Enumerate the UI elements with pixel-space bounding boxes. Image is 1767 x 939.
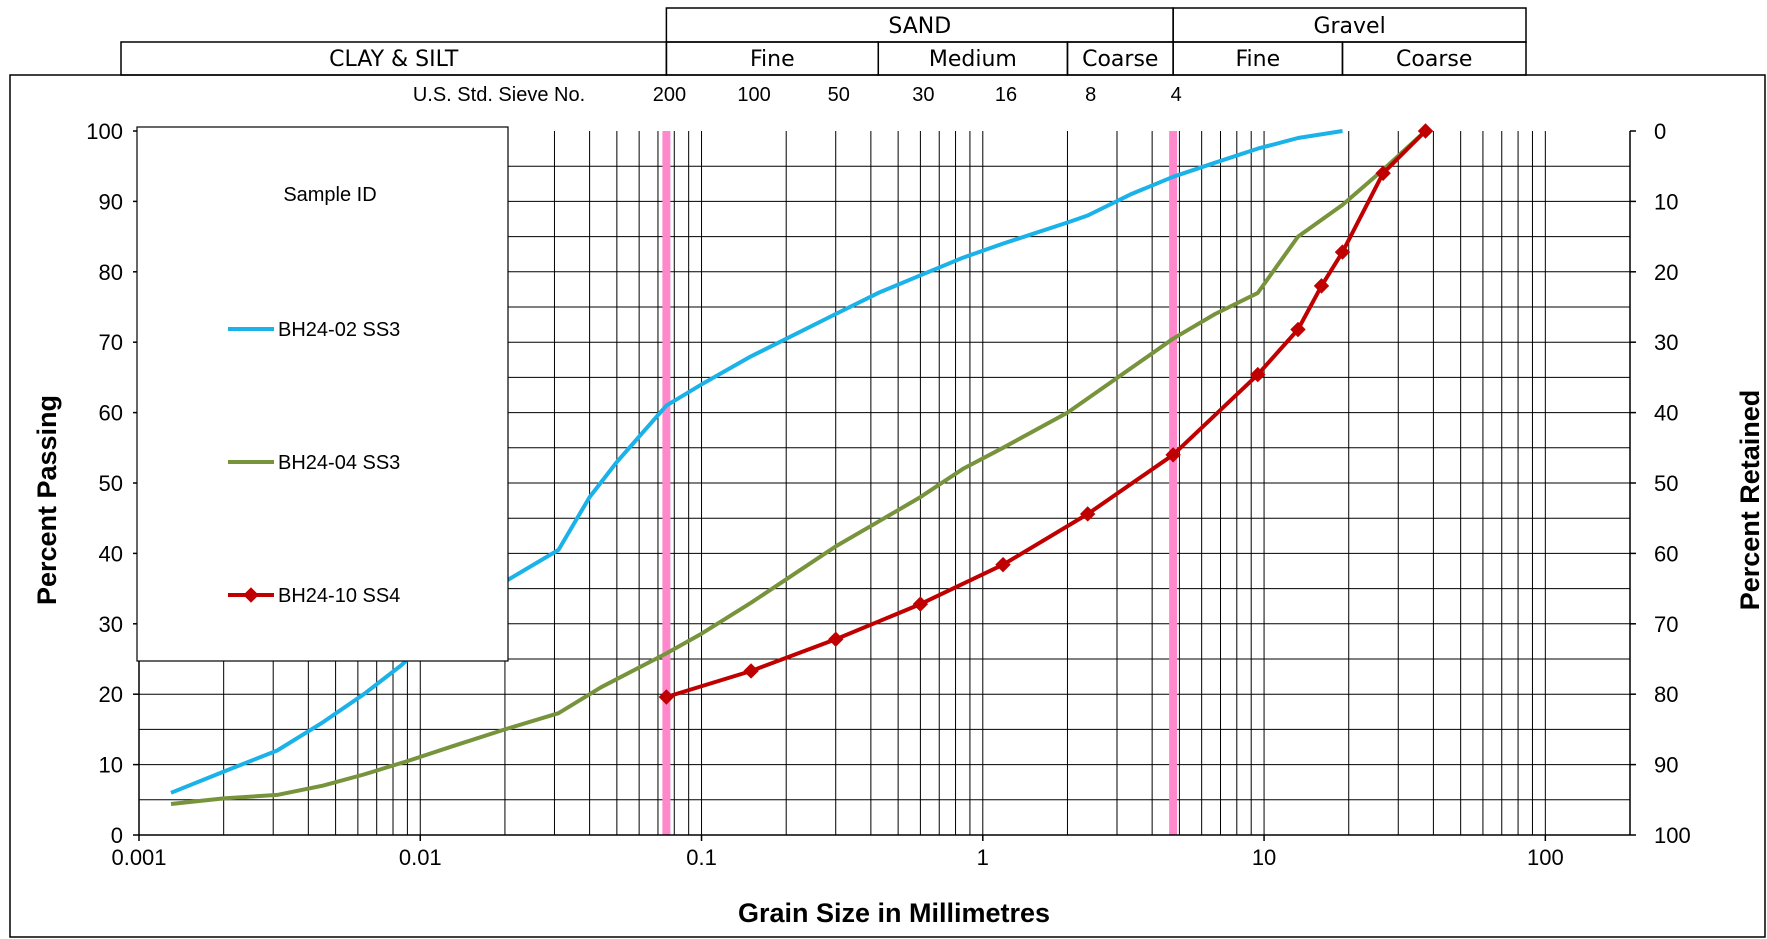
y-tick-label: 60 [99,401,123,426]
header-label-1-5: Coarse [1396,47,1472,72]
series-point [1250,366,1266,383]
sieve-number: 8 [1085,84,1096,106]
header-label-1-2: Medium [929,47,1017,72]
y-tick-label: 20 [99,682,123,707]
series-line-1 [170,129,1343,795]
y2-tick-label: 50 [1654,471,1678,496]
y-tick-label: 10 [99,753,123,778]
y-tick-label: 70 [99,330,123,355]
legend-title: Sample ID [283,184,376,206]
series-point [1375,165,1391,181]
header-label-1-3: Coarse [1082,47,1158,72]
header-label-0-0: SAND [888,14,951,39]
axes: 0102030405060708090100100908070605040302… [86,119,1690,870]
series-point [658,689,675,705]
header-label-1-4: Fine [1235,47,1280,72]
legend-entry-1: BH24-02 SS3 [278,319,400,341]
y2-tick-label: 0 [1654,119,1666,144]
y2-tick-label: 60 [1654,541,1678,566]
series-point [1290,321,1306,338]
x-tick-label: 100 [1527,845,1564,870]
y-tick-label: 40 [99,541,123,566]
sieve-number: 100 [737,84,770,106]
y-tick-label: 0 [111,823,123,848]
header-label-1-1: Fine [750,47,795,72]
sieve-row-label: U.S. Std. Sieve No. [413,84,585,106]
sieve-number: 30 [912,84,934,106]
y-tick-label: 90 [99,189,123,214]
series-point [828,631,844,647]
y2-tick-label: 10 [1654,189,1678,214]
sieve-number-row: U.S. Std. Sieve No. 200 100 50 30 16 8 4 [413,84,1182,106]
series-point [1334,244,1351,260]
y-tick-label: 30 [99,612,123,637]
series-point [1417,123,1434,139]
header-label-1-0: CLAY & SILT [329,47,459,72]
y2-tick-label: 40 [1654,401,1678,426]
legend: Sample ID BH24-02 SS3 BH24-04 SS3 BH24-10 … [136,126,509,662]
x-tick-label: 0.01 [399,845,442,870]
y2-tick-label: 30 [1654,330,1678,355]
series-point [743,663,759,679]
series-line-2 [170,129,1427,806]
header-label-0-1: Gravel [1313,14,1385,39]
sieve-number: 50 [828,84,850,106]
sieve-number: 4 [1171,84,1182,106]
y-axis-title: Percent Passing [32,395,62,605]
sieve-number: 16 [995,84,1017,106]
data-series [170,123,1434,806]
x-tick-label: 0.1 [686,845,717,870]
y-tick-label: 100 [86,119,123,144]
boundary-markers [662,131,1178,835]
y2-tick-label: 20 [1654,260,1678,285]
y2-tick-label: 100 [1654,823,1691,848]
x-axis-title: Grain Size in Millimetres [738,898,1050,928]
series-point [1313,278,1330,294]
soil-classification-header: SAND Gravel CLAY & SILT Fine Medium Coarse Fin… [120,7,1527,76]
legend-marker-3 [243,587,259,603]
x-tick-label: 0.001 [111,845,166,870]
series-line-3 [665,129,1427,699]
y-tick-label: 50 [99,471,123,496]
legend-entry-2: BH24-04 SS3 [278,452,400,474]
plot-grid [139,131,1631,835]
y2-tick-label: 80 [1654,682,1678,707]
y2-tick-label: 90 [1654,753,1678,778]
y-tick-label: 80 [99,260,123,285]
series-point [995,556,1011,573]
legend-box [136,126,509,662]
series-point [912,596,929,612]
y2-tick-label: 70 [1654,612,1678,637]
series-point [1079,506,1096,522]
legend-entry-3: BH24-10 SS4 [278,585,400,607]
x-tick-label: 10 [1252,845,1276,870]
chart-frame [9,74,1766,938]
sieve-number: 200 [653,84,686,106]
y2-axis-title: Percent Retained [1735,390,1765,611]
series-point [1165,447,1181,463]
x-tick-label: 1 [977,845,989,870]
